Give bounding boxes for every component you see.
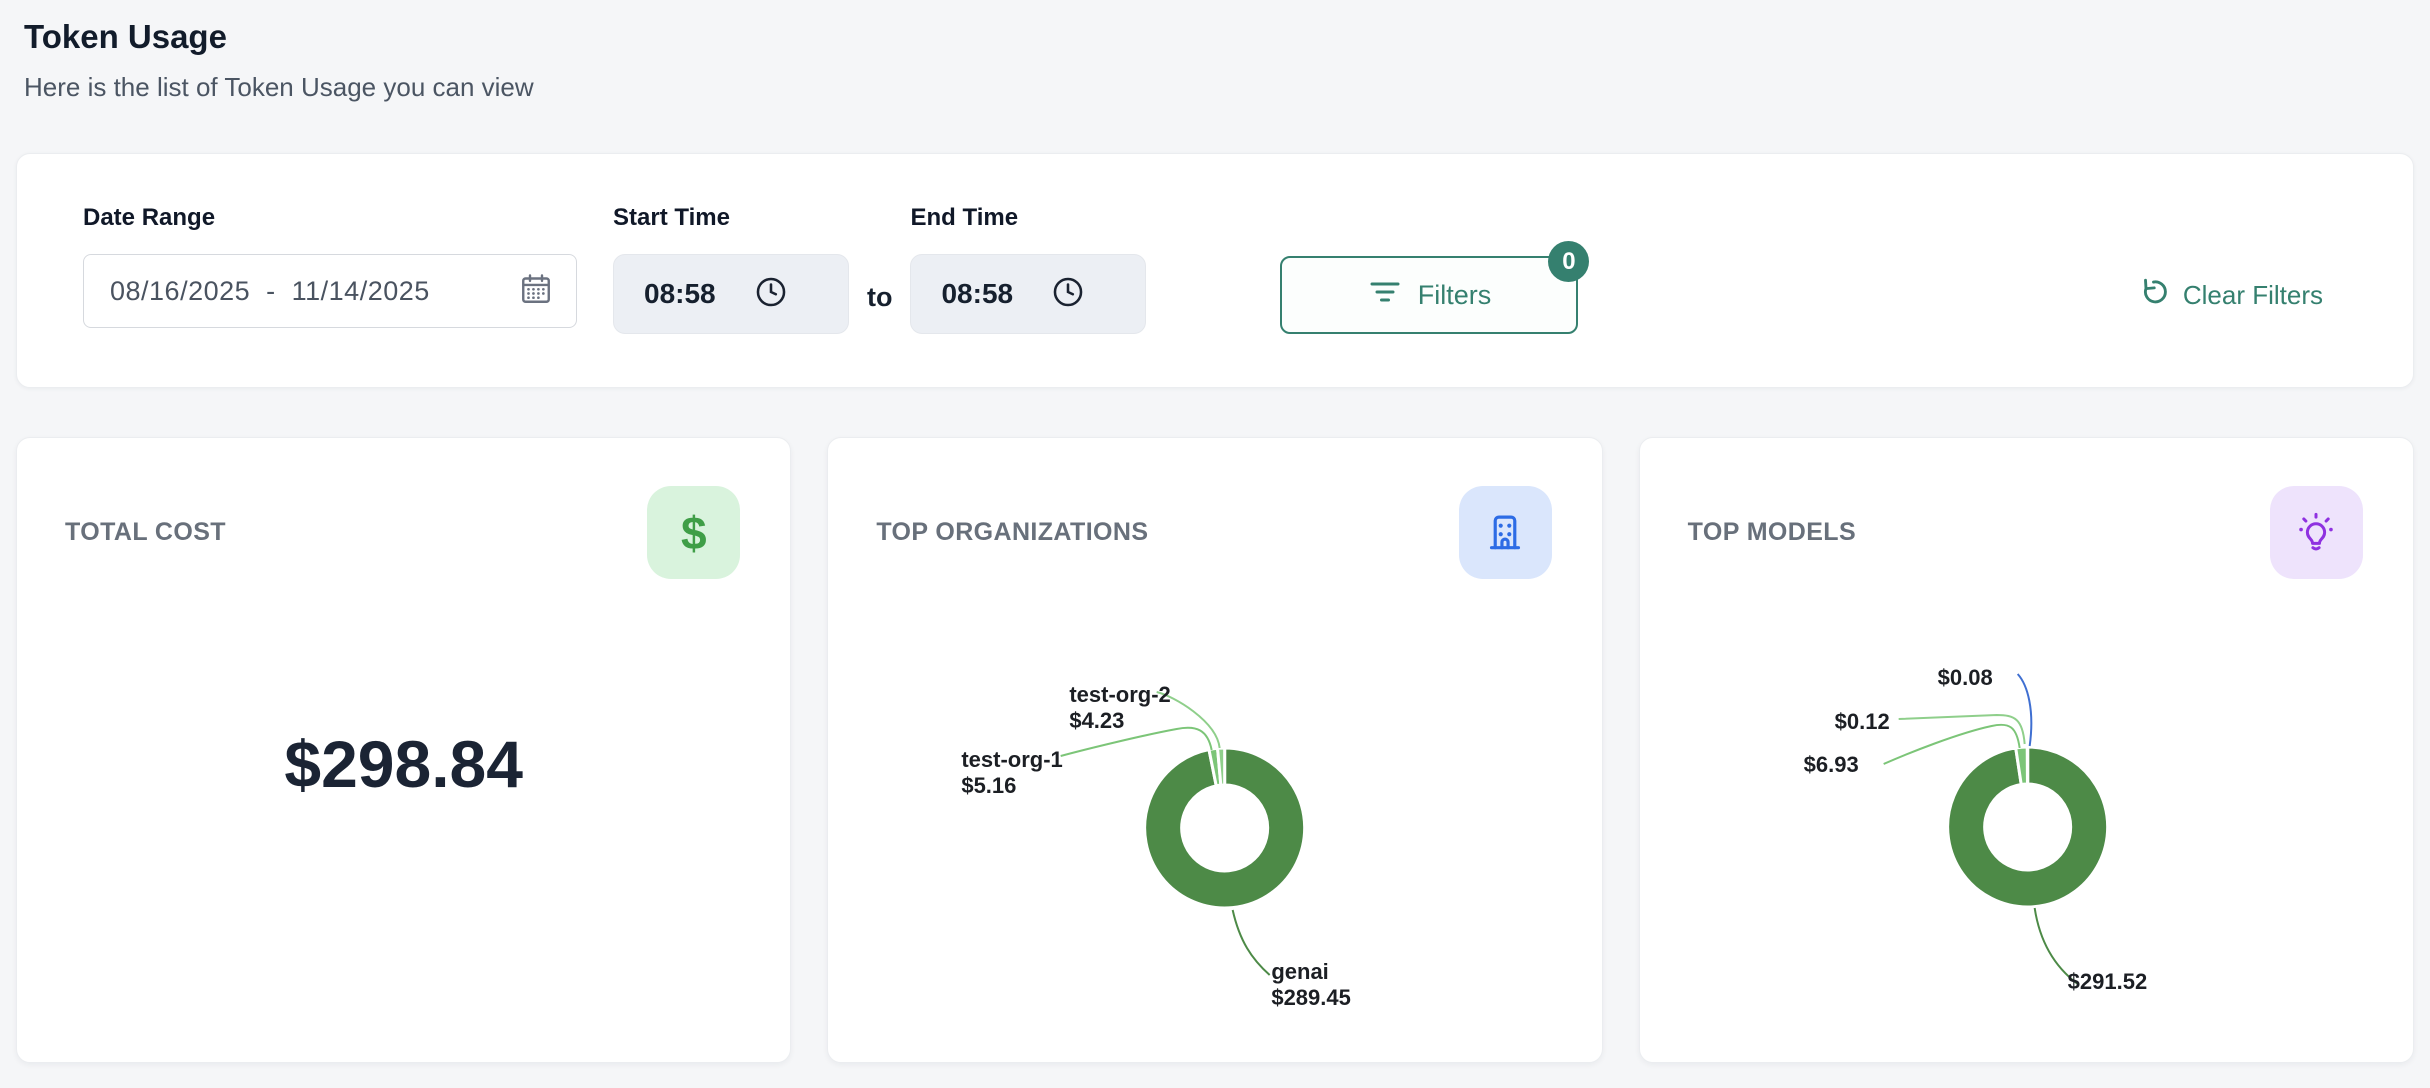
dollar-icon: $ <box>647 486 741 579</box>
donut-ring <box>1945 745 2109 909</box>
top-models-title: TOP MODELS <box>1687 518 1857 546</box>
donut-ring <box>1143 746 1307 910</box>
start-time-input[interactable] <box>613 254 849 334</box>
start-time-field: Start Time <box>613 204 849 334</box>
page-subtitle: Here is the list of Token Usage you can … <box>24 72 534 102</box>
end-time-input[interactable] <box>910 254 1147 334</box>
page-title: Token Usage <box>24 18 227 55</box>
start-time-label: Start Time <box>613 204 730 231</box>
filter-funnel-icon <box>1368 279 1402 312</box>
clear-filters-button[interactable]: Clear Filters <box>2139 204 2323 334</box>
pie-slice[interactable] <box>2013 745 2029 787</box>
filters-button-wrap: Filters 0 <box>1280 204 1590 334</box>
clock-icon[interactable] <box>754 275 788 314</box>
stats-row: TOTAL COST $ $298.84 TOP ORGANIZATIONS <box>16 437 2414 1063</box>
leader-line <box>2016 673 2032 747</box>
filter-bar: Date Range Start Time <box>16 153 2414 388</box>
clock-icon[interactable] <box>1051 275 1085 314</box>
filters-button[interactable]: Filters 0 <box>1280 241 1590 334</box>
pie-label-model-2: $6.93 <box>1803 752 1859 777</box>
pie-slice[interactable] <box>1945 745 2109 909</box>
filters-button-label: Filters <box>1417 279 1492 310</box>
building-icon <box>1458 486 1552 579</box>
time-range-to-label: to <box>867 282 893 312</box>
top-organizations-card: TOP ORGANIZATIONS <box>827 437 1603 1063</box>
filters-count-badge: 0 <box>1548 241 1590 282</box>
pie-label-model-4: $0.08 <box>1937 665 1993 690</box>
pie-label-test-org-2: test-org-2 $4.23 <box>1069 682 1171 733</box>
date-range-input[interactable] <box>83 254 577 328</box>
date-range-field: Date Range <box>83 204 577 328</box>
date-range-value[interactable] <box>110 275 518 307</box>
top-models-card: TOP MODELS <box>1638 437 2414 1063</box>
pie-slice[interactable] <box>1216 746 1227 787</box>
total-cost-value: $298.84 <box>284 727 523 801</box>
lightbulb-icon <box>2269 486 2363 579</box>
start-time-value[interactable] <box>644 278 754 310</box>
top-organizations-title: TOP ORGANIZATIONS <box>876 518 1149 546</box>
leader-line <box>1898 713 2026 745</box>
leader-line <box>1882 723 2021 765</box>
leader-line <box>1232 909 1271 976</box>
pie-label-test-org-1: test-org-1 $5.16 <box>961 747 1063 798</box>
pie-slice[interactable] <box>1207 746 1223 788</box>
pie-label-genai: genai $289.45 <box>1271 959 1351 1010</box>
total-cost-title: TOTAL COST <box>65 518 226 546</box>
end-time-value[interactable] <box>941 278 1052 310</box>
pie-label-model-1: $291.52 <box>2067 969 2148 994</box>
reset-icon <box>2139 277 2169 314</box>
end-time-field: End Time <box>910 204 1147 334</box>
page-header: Token Usage Here is the list of Token Us… <box>0 0 2430 103</box>
date-range-label: Date Range <box>83 204 216 231</box>
total-cost-card: TOTAL COST $ $298.84 <box>16 437 792 1063</box>
clear-filters-label: Clear Filters <box>2182 279 2323 310</box>
pie-slice[interactable] <box>1143 746 1307 910</box>
pie-label-model-3: $0.12 <box>1834 709 1890 734</box>
end-time-label: End Time <box>910 204 1019 231</box>
calendar-icon[interactable] <box>518 271 554 312</box>
